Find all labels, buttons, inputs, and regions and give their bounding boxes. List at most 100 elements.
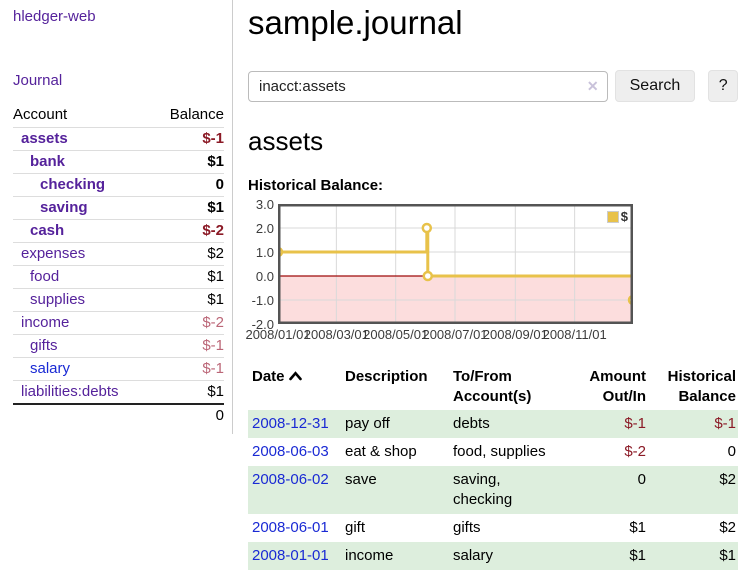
account-row: supplies $1	[13, 288, 224, 312]
y-axis-tick-label: -1.0	[251, 293, 274, 308]
transaction-date-link[interactable]: 2008-12-31	[252, 415, 329, 432]
account-row: checking 0	[13, 173, 224, 197]
sidebar-account-rows: assets $-1 bank $1 checking 0 saving $1 cash $-2 e…	[13, 127, 224, 405]
description-column-header: Description	[345, 368, 428, 385]
historical-balance-chart: 3.0 2.0 1.0 0.0 -1.0 -2.0 $ 2008/01/01 2008/03…	[245, 197, 738, 347]
y-axis-tick-label: 3.0	[255, 197, 274, 212]
account-balance: $1	[207, 153, 224, 170]
search-form: ✕ Search ?	[248, 70, 738, 102]
transaction-description: income	[345, 547, 394, 564]
transaction-accounts: debts	[453, 415, 490, 432]
transaction-description: gift	[345, 519, 366, 536]
transaction-balance: 0	[727, 443, 736, 460]
transaction-balance: $2	[719, 471, 736, 488]
account-balance: $1	[207, 199, 224, 216]
account-row: saving $1	[13, 196, 224, 220]
account-balance: $1	[207, 291, 224, 308]
clear-search-icon[interactable]: ✕	[586, 77, 599, 94]
account-balance: $-1	[202, 337, 224, 354]
search-button[interactable]: Search	[614, 70, 696, 102]
transaction-balance: $2	[719, 519, 736, 536]
sidebar-item-journal[interactable]: Journal	[13, 72, 63, 89]
x-axis-tick-label: 2008/01/01	[245, 327, 311, 342]
search-input[interactable]	[248, 70, 608, 102]
transaction-date-link[interactable]: 2008-01-01	[252, 547, 329, 564]
account-link[interactable]: food	[30, 268, 60, 285]
x-axis-tick-label: 2008/05/01	[363, 327, 429, 342]
account-row: food $1	[13, 265, 224, 289]
chart-legend: $	[606, 209, 628, 224]
account-balance: $-2	[202, 222, 224, 239]
total-row: 0	[13, 404, 224, 427]
page-title: sample.journal	[248, 4, 463, 41]
transaction-row: 2008-06-02 save saving, checking 0 $2	[248, 466, 738, 514]
account-balance: $1	[207, 268, 224, 285]
transaction-accounts: food, supplies	[453, 443, 546, 460]
transaction-accounts: salary	[453, 547, 494, 564]
balance-column-header-register: Historical Balance	[667, 368, 736, 405]
register-rows: 2008-12-31 pay off debts $-1 $-1 2008-06-03 ea…	[248, 410, 738, 570]
help-button[interactable]: ?	[708, 70, 738, 102]
transaction-date-link[interactable]: 2008-06-03	[252, 443, 329, 460]
account-row: salary $-1	[13, 357, 224, 381]
y-axis-tick-label: 2.0	[255, 221, 274, 236]
y-axis-tick-label: 1.0	[255, 245, 274, 260]
account-balance: $1	[207, 383, 224, 400]
chart-plot-area: $	[278, 204, 633, 324]
transaction-row: 2008-06-01 gift gifts $1 $2	[248, 514, 738, 542]
register-sort-date[interactable]: Date	[248, 364, 345, 410]
transaction-amount: $-2	[624, 443, 646, 460]
account-link[interactable]: cash	[30, 222, 65, 239]
account-balance: $2	[207, 245, 224, 262]
transaction-balance: $-1	[714, 415, 736, 432]
transaction-amount: $1	[629, 547, 646, 564]
account-link[interactable]: assets	[21, 130, 68, 147]
account-link[interactable]: liabilities:debts	[21, 383, 119, 400]
main-content: sample.journal ✕ Search ? assets Histori…	[245, 0, 738, 570]
x-axis-tick-label: 2008/03/01	[303, 327, 369, 342]
account-column-header: Account	[13, 106, 68, 123]
accounts-column-header: To/From Account(s)	[453, 368, 532, 405]
transaction-description: eat & shop	[345, 443, 417, 460]
y-axis-tick-label: -2.0	[251, 317, 274, 332]
register-table: Date Description To/From Account(s) Amou…	[248, 364, 738, 570]
transaction-amount: 0	[637, 471, 646, 488]
date-column-header: Date	[252, 368, 285, 385]
account-balance: $-2	[202, 314, 224, 331]
x-axis-tick-label: 2008/11/01	[542, 327, 607, 342]
account-row: gifts $-1	[13, 334, 224, 358]
transaction-amount: $-1	[624, 415, 646, 432]
account-link[interactable]: income	[21, 314, 70, 331]
account-row: expenses $2	[13, 242, 224, 266]
account-link[interactable]: expenses	[21, 245, 86, 262]
transaction-description: save	[345, 471, 377, 488]
account-balance: $-1	[202, 130, 224, 147]
account-link[interactable]: checking	[40, 176, 106, 193]
account-balance: $-1	[202, 360, 224, 377]
account-link[interactable]: supplies	[30, 291, 86, 308]
legend-swatch-icon	[606, 210, 619, 223]
account-row: cash $-2	[13, 219, 224, 243]
transaction-row: 2008-12-31 pay off debts $-1 $-1	[248, 410, 738, 438]
account-link[interactable]: saving	[40, 199, 88, 216]
chart-title: Historical Balance:	[248, 177, 384, 194]
chevron-up-icon	[288, 367, 302, 387]
account-balance: 0	[215, 176, 224, 193]
account-link[interactable]: gifts	[30, 337, 58, 354]
app-brand-link[interactable]: hledger-web	[13, 8, 96, 25]
transaction-description: pay off	[345, 415, 390, 432]
transaction-date-link[interactable]: 2008-06-02	[252, 471, 329, 488]
x-axis-tick-label: 2008/07/01	[422, 327, 488, 342]
sidebar: hledger-web Journal Account Balance asse…	[0, 0, 233, 434]
transaction-balance: $1	[719, 547, 736, 564]
account-link[interactable]: salary	[30, 360, 71, 377]
transaction-amount: $1	[629, 519, 646, 536]
transaction-date-link[interactable]: 2008-06-01	[252, 519, 329, 536]
account-row: assets $-1	[13, 127, 224, 151]
account-heading: assets	[248, 126, 324, 156]
y-axis-tick-label: 0.0	[255, 269, 274, 284]
account-link[interactable]: bank	[30, 153, 66, 170]
account-row: bank $1	[13, 150, 224, 174]
legend-label: $	[620, 209, 628, 224]
transaction-accounts: gifts	[453, 519, 481, 536]
